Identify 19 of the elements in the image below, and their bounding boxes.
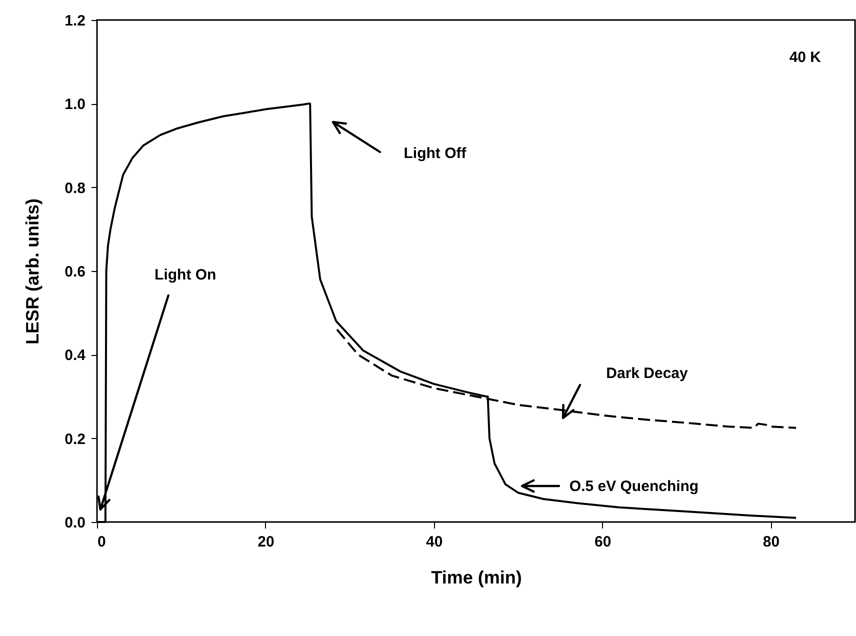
y-tick-label: 0.0 <box>64 514 86 532</box>
y-tick-label: 1.0 <box>64 96 86 114</box>
x-axis-title: Time (min) <box>431 568 522 588</box>
x-tick-label: 20 <box>258 534 274 550</box>
annotation: Light On <box>154 266 216 284</box>
x-tick-label: 40 <box>426 534 443 550</box>
annotation: Light Off <box>404 145 468 162</box>
x-tick-label: 60 <box>594 534 612 550</box>
x-tick-label: 0 <box>98 534 106 550</box>
annotation: 40 K <box>789 49 822 66</box>
annotation: O.5 eV Quenching <box>569 478 699 495</box>
x-tick-label: 80 <box>762 534 780 550</box>
y-tick-label: 1.2 <box>64 12 86 30</box>
y-tick-label: 0.2 <box>64 430 86 448</box>
y-tick-label: 0.4 <box>64 347 86 364</box>
y-tick-label: 0.6 <box>64 264 86 280</box>
annotation: Dark Decay <box>606 365 689 382</box>
y-axis-title: LESR (arb. units) <box>22 198 43 345</box>
y-tick-label: 0.8 <box>64 180 86 197</box>
